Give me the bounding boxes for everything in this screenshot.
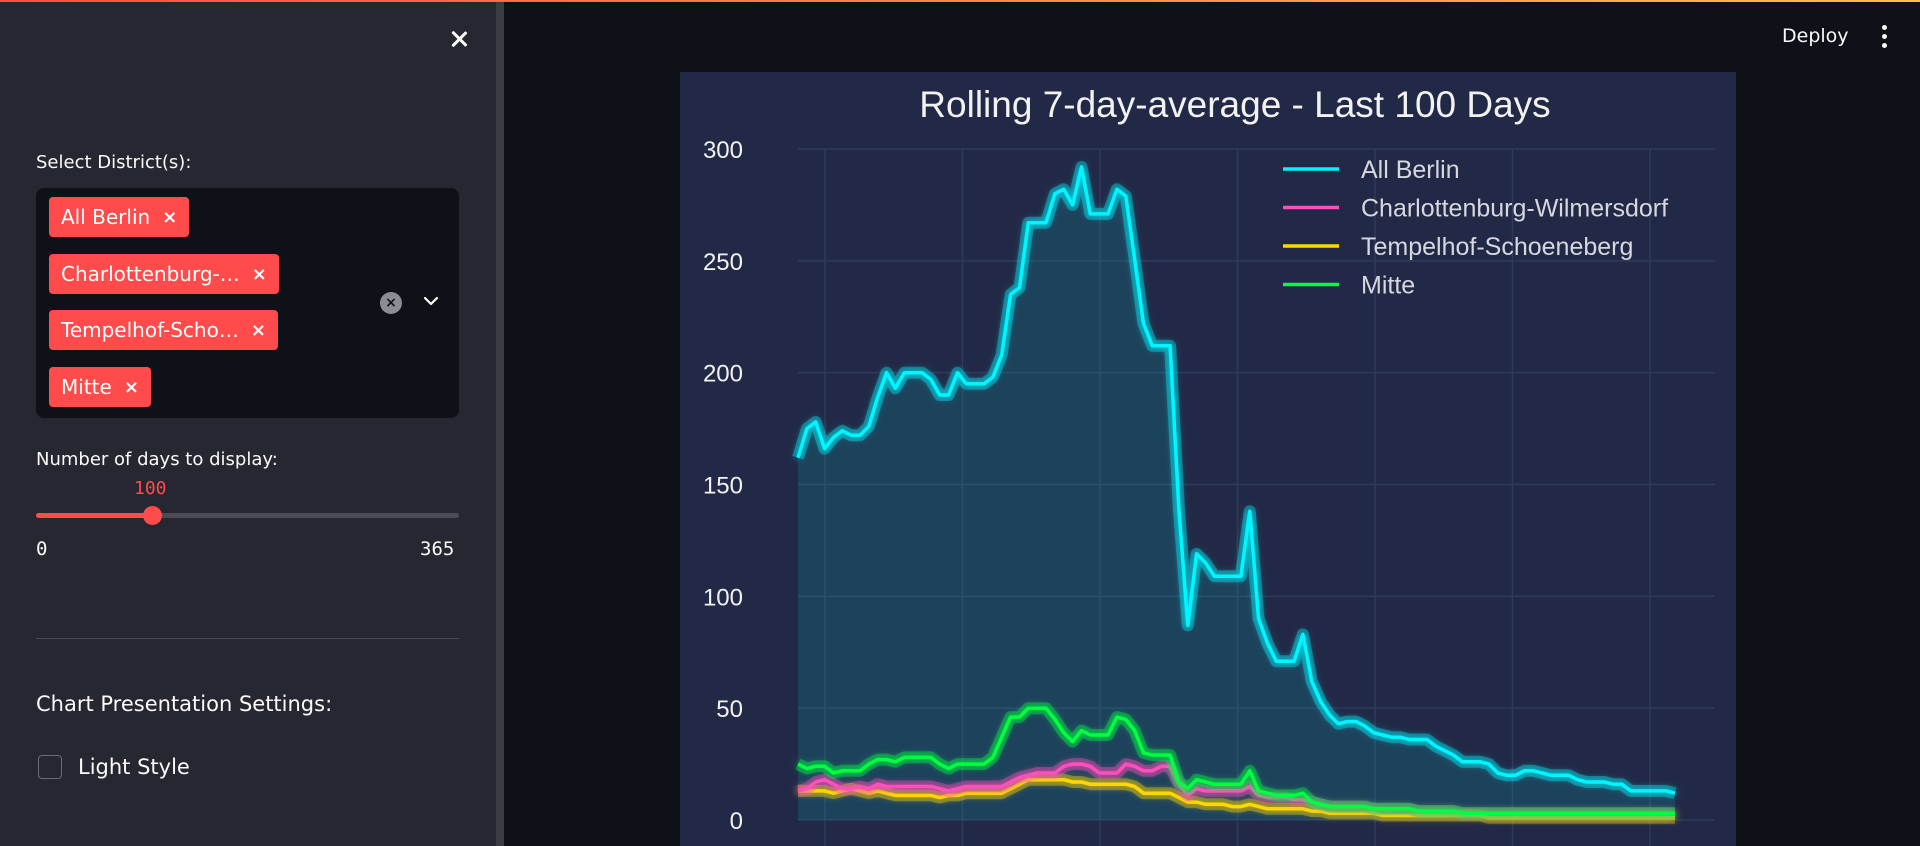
kebab-menu-icon[interactable]	[1872, 20, 1896, 52]
district-tag-label: All Berlin	[61, 205, 151, 229]
rolling-average-chart: Rolling 7-day-average - Last 100 Days 0 5…	[680, 72, 1736, 846]
days-slider-label: Number of days to display:	[36, 449, 278, 470]
slider-current-value: 100	[134, 478, 167, 499]
district-tag-all-berlin: All Berlin ×	[49, 197, 190, 237]
all-berlin-area-fill	[798, 166, 1675, 820]
y-tick-label: 200	[703, 361, 743, 388]
district-tag-label: Tempelhof-Scho…	[61, 318, 239, 342]
y-tick-label: 150	[703, 473, 743, 500]
district-tag-label: Mitte	[61, 375, 112, 399]
district-tag-label: Charlottenburg-…	[61, 262, 240, 286]
chart-svg: Rolling 7-day-average - Last 100 Days 0 5…	[680, 72, 1736, 846]
series-line-mitte	[797, 706, 1675, 816]
chevron-down-icon[interactable]	[420, 290, 442, 312]
deploy-button[interactable]: Deploy	[1782, 25, 1849, 47]
legend-entry: All Berlin	[1361, 156, 1460, 184]
district-tag-mitte: Mitte ×	[49, 367, 151, 407]
remove-tag-icon[interactable]: ×	[250, 319, 266, 341]
days-slider-track[interactable]	[36, 506, 459, 525]
district-tag-tempelhof: Tempelhof-Scho… ×	[49, 310, 278, 350]
y-tick-label: 0	[730, 808, 743, 835]
sidebar-resize-handle[interactable]	[496, 0, 504, 846]
light-style-option[interactable]: Light Style	[38, 755, 190, 779]
clear-all-icon[interactable]: ×	[380, 292, 402, 314]
days-slider-fill	[36, 513, 152, 518]
sidebar-divider	[36, 638, 459, 639]
district-tag-charlottenburg: Charlottenburg-… ×	[49, 254, 279, 294]
slider-min-label: 0	[36, 538, 48, 560]
light-style-label: Light Style	[78, 755, 190, 779]
legend-entry: Tempelhof-Schoeneberg	[1361, 233, 1633, 261]
y-tick-label: 250	[703, 249, 743, 276]
top-decoration-bar	[0, 0, 1920, 2]
series-line-tempelhof-schoeneberg	[798, 777, 1675, 820]
legend-entry: Mitte	[1361, 272, 1415, 300]
remove-tag-icon[interactable]: ×	[162, 206, 178, 228]
remove-tag-icon[interactable]: ×	[123, 376, 139, 398]
legend-entry: Charlottenburg-Wilmersdorf	[1361, 195, 1668, 223]
chart-background	[680, 72, 1736, 846]
light-style-checkbox[interactable]	[38, 755, 62, 779]
y-tick-label: 300	[703, 137, 743, 164]
district-select-label: Select District(s):	[36, 152, 192, 173]
remove-tag-icon[interactable]: ×	[251, 263, 267, 285]
y-tick-label: 50	[716, 696, 743, 723]
sidebar: Select District(s): All Berlin × Charlot…	[0, 0, 496, 846]
chart-settings-title: Chart Presentation Settings:	[36, 692, 333, 716]
y-tick-label: 100	[703, 584, 743, 611]
slider-max-label: 365	[420, 538, 455, 560]
district-multiselect[interactable]: All Berlin × Charlottenburg-… × Tempelho…	[36, 188, 459, 418]
close-sidebar-icon[interactable]	[444, 24, 474, 54]
series-line-all-berlin	[796, 165, 1676, 795]
chart-title: Rolling 7-day-average - Last 100 Days	[919, 84, 1550, 125]
days-slider-thumb[interactable]	[142, 506, 162, 525]
